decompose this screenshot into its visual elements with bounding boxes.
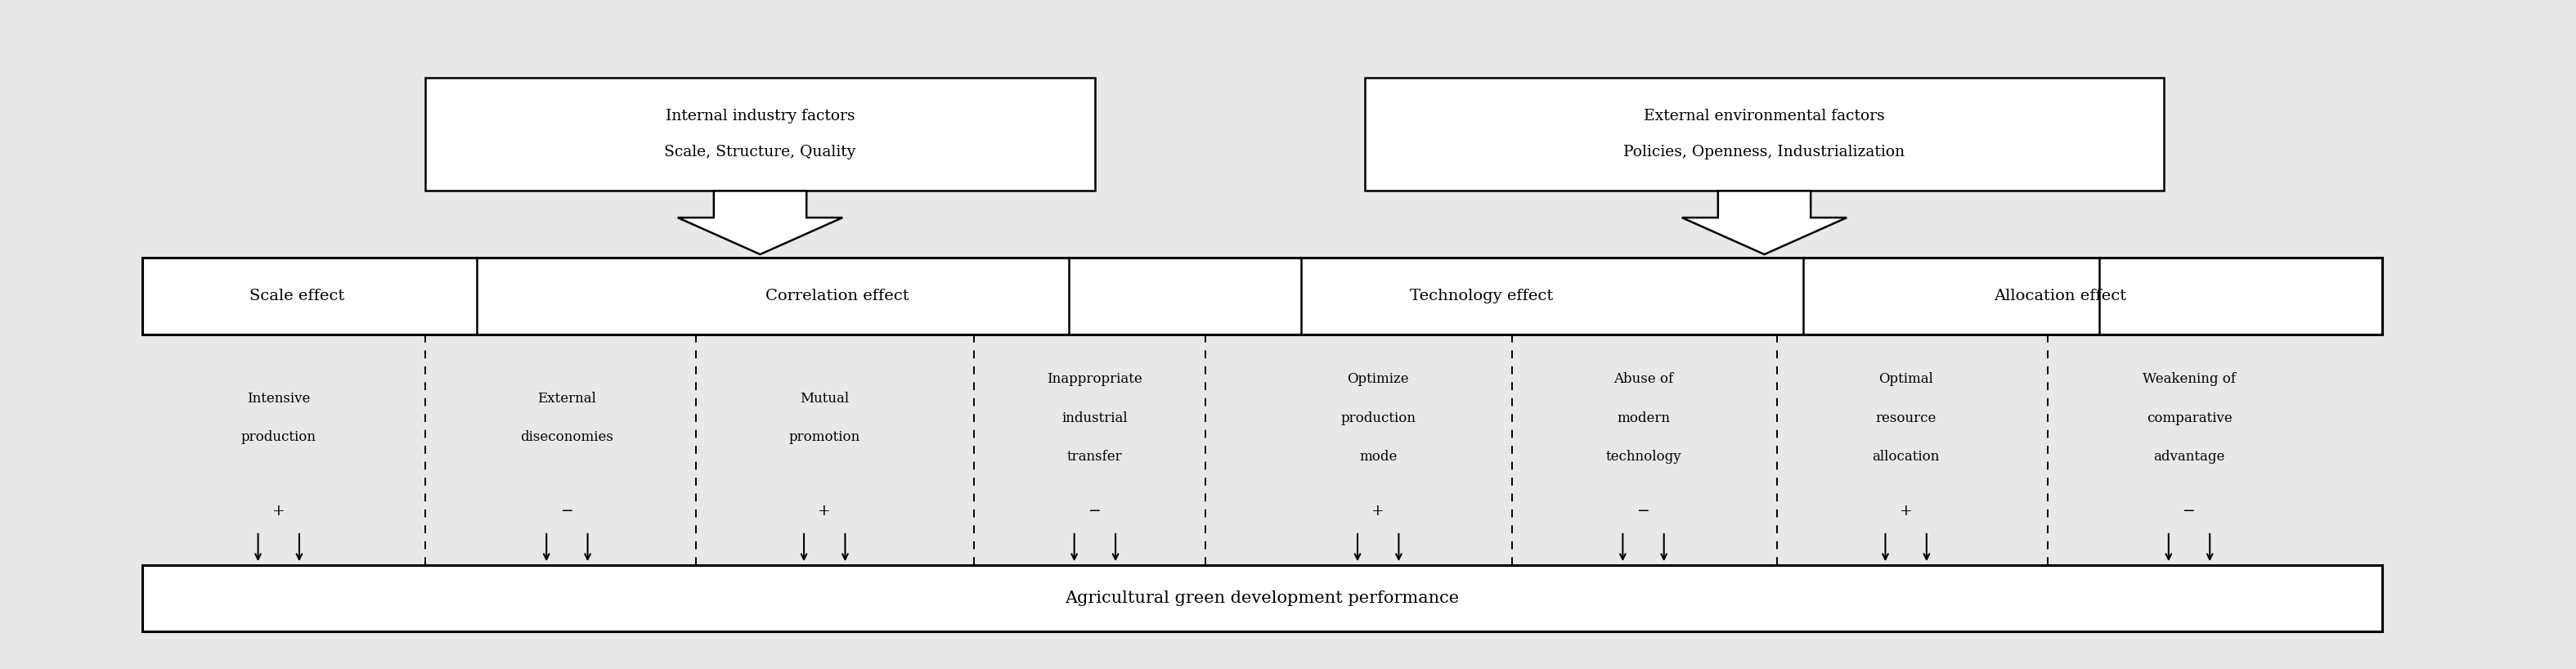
- Text: Weakening of: Weakening of: [2143, 372, 2236, 386]
- Text: diseconomies: diseconomies: [520, 430, 613, 444]
- Text: −: −: [1090, 504, 1103, 519]
- Text: technology: technology: [1605, 450, 1682, 464]
- Text: External: External: [538, 391, 598, 405]
- Text: −: −: [562, 504, 574, 519]
- Text: transfer: transfer: [1066, 450, 1123, 464]
- Text: External environmental factors: External environmental factors: [1643, 108, 1886, 123]
- Text: −: −: [2182, 504, 2195, 519]
- Text: Intensive: Intensive: [247, 391, 309, 405]
- Text: Policies, Openness, Industrialization: Policies, Openness, Industrialization: [1623, 145, 1906, 160]
- Text: Mutual: Mutual: [801, 391, 850, 405]
- Text: +: +: [1899, 504, 1911, 519]
- Text: −: −: [1636, 504, 1649, 519]
- Text: +: +: [819, 504, 832, 519]
- Polygon shape: [677, 191, 842, 254]
- Text: advantage: advantage: [2154, 450, 2226, 464]
- Bar: [142, 565, 2383, 632]
- Text: Correlation effect: Correlation effect: [765, 289, 909, 304]
- Text: Scale, Structure, Quality: Scale, Structure, Quality: [665, 145, 855, 160]
- Text: Allocation effect: Allocation effect: [1994, 289, 2128, 304]
- Text: +: +: [1370, 504, 1383, 519]
- Text: +: +: [273, 504, 286, 519]
- Text: comparative: comparative: [2146, 411, 2231, 425]
- Bar: [425, 78, 1095, 191]
- Bar: [142, 258, 2383, 334]
- Text: resource: resource: [1875, 411, 1937, 425]
- Text: production: production: [1340, 411, 1417, 425]
- Text: Internal industry factors: Internal industry factors: [665, 108, 855, 123]
- Polygon shape: [1682, 191, 1847, 254]
- Text: production: production: [242, 430, 317, 444]
- Text: Abuse of: Abuse of: [1613, 372, 1674, 386]
- Text: Inappropriate: Inappropriate: [1048, 372, 1144, 386]
- Text: Optimal: Optimal: [1878, 372, 1935, 386]
- Text: mode: mode: [1360, 450, 1396, 464]
- Text: Scale effect: Scale effect: [250, 289, 345, 304]
- Text: Optimize: Optimize: [1347, 372, 1409, 386]
- Text: promotion: promotion: [788, 430, 860, 444]
- Text: industrial: industrial: [1061, 411, 1128, 425]
- Text: Agricultural green development performance: Agricultural green development performan…: [1064, 591, 1461, 606]
- Text: allocation: allocation: [1873, 450, 1940, 464]
- Text: modern: modern: [1618, 411, 1669, 425]
- Text: Technology effect: Technology effect: [1409, 289, 1553, 304]
- Bar: [1365, 78, 2164, 191]
